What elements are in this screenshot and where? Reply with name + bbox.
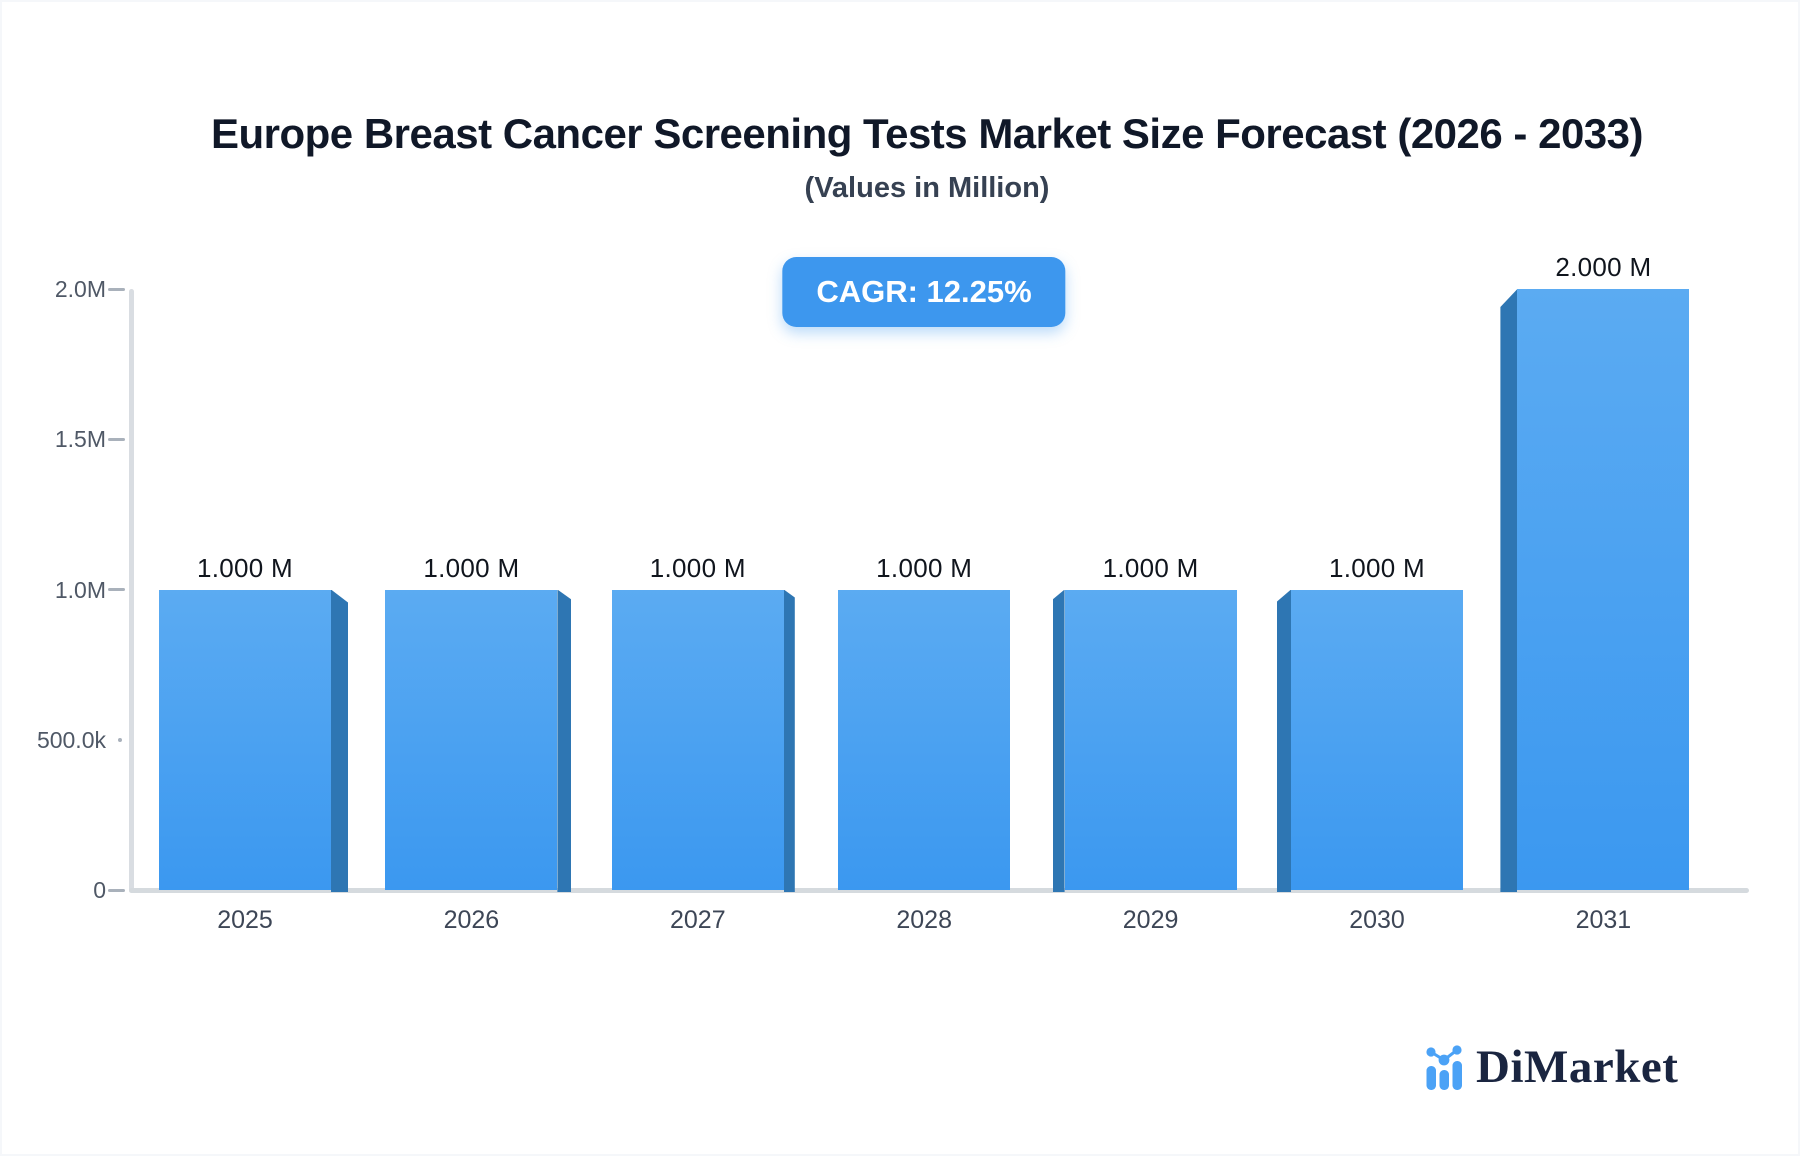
chart-subtitle: (Values in Million) [804,172,1050,204]
bar-side-face [1052,589,1065,892]
chart-title: Europe Breast Cancer Screening Tests Mar… [210,110,1644,157]
bar-column [611,589,784,890]
x-axis-label: 2029 [1122,906,1179,934]
bar-side-face [1500,289,1518,892]
dimarket-logo: DiMarket [1425,1041,1679,1093]
y-axis-tick-mark [108,287,125,291]
x-axis-label: 2025 [217,906,273,934]
y-axis-tick-mark [118,737,122,742]
x-axis-label: 2027 [669,906,726,934]
cagr-badge: CAGR: 12.25% [782,257,1066,327]
x-axis-label: 2031 [1575,906,1632,934]
y-axis-line [129,289,134,893]
y-axis-tick-mark [108,437,125,441]
x-axis-line [129,888,1749,893]
dimarket-bar-chart-logo-icon [1426,1045,1462,1090]
bar-value-label: 1.000 M [423,552,520,583]
bar-side-face [331,589,348,892]
bar-column [1517,289,1690,890]
bar-value-label: 2.000 M [1555,252,1652,282]
y-axis-tick-label: 2.0M [54,276,106,302]
bar-value-label: 1.000 M [876,552,973,583]
x-axis-label: 2028 [896,906,952,934]
bar-column [1064,589,1237,890]
bar-value-label: 1.000 M [1102,552,1199,583]
x-axis-label: 2026 [443,906,500,934]
bar-value-label: 1.000 M [1328,552,1426,583]
bar-column [385,589,558,890]
bar-column [838,589,1011,890]
y-axis-tick-label: 500.0k [36,726,106,753]
bar-value-label: 1.000 M [196,552,294,583]
logo-text: DiMarket [1476,1041,1679,1093]
y-axis-tick-mark [108,588,125,591]
y-axis-tick-label: 1.5M [54,426,106,453]
y-axis-tick-label: 1.0M [54,576,106,603]
bar-side-face [557,589,572,892]
bar-value-label: 1.000 M [649,552,746,583]
bar-side-face [783,589,795,892]
x-axis-label: 2030 [1349,906,1405,934]
bar-column [159,589,331,890]
y-axis-tick-label: 0 [93,877,106,903]
y-axis-tick-mark [108,888,125,892]
bar-column [1291,589,1463,890]
bar-side-face [1277,589,1291,892]
